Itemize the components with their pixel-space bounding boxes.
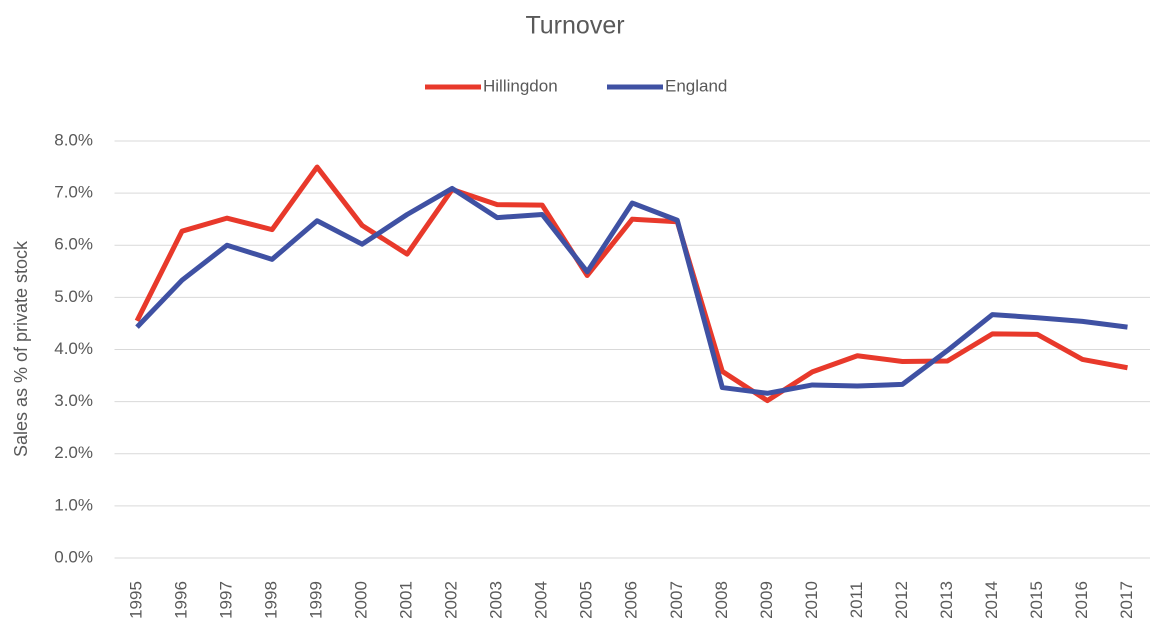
- y-tick-label: 2.0%: [54, 443, 93, 462]
- x-tick-label: 2016: [1072, 581, 1091, 619]
- x-tick-label: 2017: [1117, 581, 1136, 619]
- y-tick-label: 6.0%: [54, 235, 93, 254]
- x-tick-label: 2014: [982, 581, 1001, 619]
- y-tick-label: 4.0%: [54, 339, 93, 358]
- series-line: [135, 185, 1128, 396]
- x-tick-label: 2004: [532, 581, 551, 619]
- x-tick-label: 1996: [172, 581, 191, 619]
- x-tick-label: 1999: [307, 581, 326, 619]
- y-tick-label: 5.0%: [54, 287, 93, 306]
- x-tick-label: 1995: [126, 581, 145, 619]
- series-line: [134, 164, 1128, 404]
- x-tick-label: 2015: [1027, 581, 1046, 619]
- y-tick-label: 3.0%: [54, 391, 93, 410]
- x-tick-label: 2002: [442, 581, 461, 619]
- x-tick-label: 2010: [802, 581, 821, 619]
- legend-label: Hillingdon: [483, 76, 558, 95]
- x-tick-label: 2012: [892, 581, 911, 619]
- y-axis-label: Sales as % of private stock: [11, 240, 31, 457]
- x-tick-label: 2005: [577, 581, 596, 619]
- y-tick-label: 0.0%: [54, 547, 93, 566]
- x-tick-label: 2011: [847, 582, 866, 619]
- y-tick-label: 7.0%: [54, 183, 93, 202]
- legend-label: England: [665, 76, 727, 95]
- x-tick-label: 2009: [757, 581, 776, 619]
- y-tick-label: 1.0%: [54, 495, 93, 514]
- x-tick-label: 2001: [397, 581, 416, 619]
- x-tick-label: 1998: [262, 581, 281, 619]
- x-tick-label: 1997: [217, 581, 236, 619]
- y-tick-label: 8.0%: [54, 130, 93, 149]
- chart-title: Turnover: [525, 12, 624, 40]
- x-tick-label: 2000: [352, 581, 371, 619]
- x-tick-label: 2008: [712, 581, 731, 619]
- x-tick-label: 2013: [937, 581, 956, 619]
- x-tick-label: 2003: [487, 581, 506, 619]
- x-tick-label: 2007: [667, 581, 686, 619]
- x-tick-label: 2006: [622, 581, 641, 619]
